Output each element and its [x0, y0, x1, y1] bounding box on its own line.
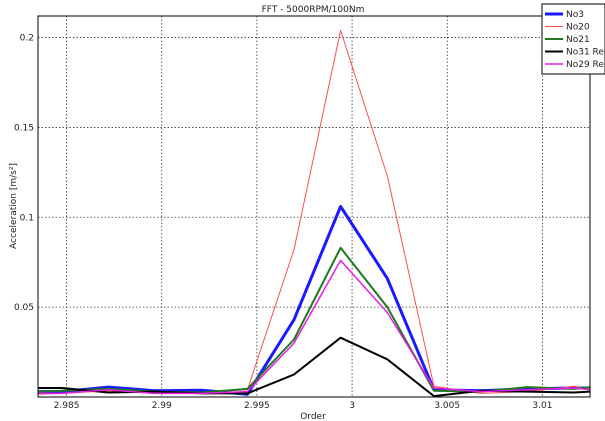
- y-axis-label: Acceleration [m/s²]: [9, 163, 19, 249]
- y-tick-label: 0.05: [14, 303, 34, 313]
- x-axis-label: Order: [300, 412, 326, 421]
- series-line-no31-re: [38, 336, 591, 398]
- axis-ticks: 2.985 2.99 2.995 3 3.005 3.01 0.05 0.1 0.15 0.2: [14, 34, 552, 411]
- series-line-no29-re: [38, 259, 591, 395]
- y-tick-label: 0.15: [14, 123, 34, 133]
- x-tick-label: 3.005: [434, 401, 460, 411]
- plot-frame: [37, 15, 591, 398]
- series-line-no21: [37, 246, 591, 394]
- legend-entry: No29 Re: [566, 60, 604, 70]
- legend: No3 No20 No21 No31 Re No29 Re: [541, 3, 605, 75]
- x-tick-label: 2.99: [152, 401, 172, 411]
- series-line-no3: [38, 205, 590, 396]
- legend-entry: No31 Re: [566, 48, 604, 58]
- y-tick-label: 0.2: [20, 34, 34, 44]
- x-tick-label: 3.01: [532, 401, 552, 411]
- y-tick-label: 0.1: [20, 213, 34, 223]
- legend-entry: No20: [566, 23, 590, 33]
- legend-entry: No21: [566, 35, 590, 45]
- plot-area: [38, 16, 590, 397]
- legend-entry: No3: [566, 10, 584, 20]
- x-tick-label: 2.995: [244, 401, 270, 411]
- series-lines: [37, 29, 591, 398]
- grid-lines: [38, 16, 590, 397]
- chart-title: FFT - 5000RPM/100Nm: [262, 5, 365, 15]
- x-tick-label: 3: [349, 401, 355, 411]
- x-tick-label: 2.985: [54, 401, 80, 411]
